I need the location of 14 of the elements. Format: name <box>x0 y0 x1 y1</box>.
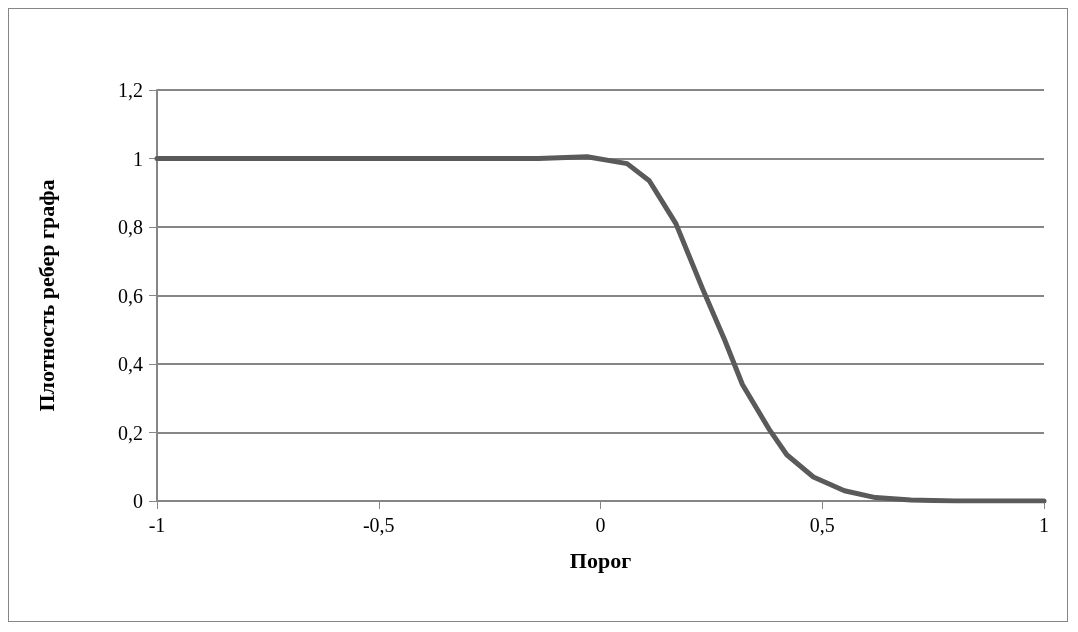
y-tick-label: 0 <box>133 490 143 512</box>
y-axis-title: Плотность ребер графа <box>33 179 59 412</box>
x-tick-label: -1 <box>148 514 166 536</box>
x-tick-label: 0,5 <box>809 514 835 536</box>
y-tick-label: 0,4 <box>118 353 143 375</box>
x-tick-label: 0 <box>595 514 606 536</box>
x-tick-label: 1 <box>1039 514 1049 536</box>
y-tick-label: 0,6 <box>118 284 143 307</box>
x-tick-label: -0,5 <box>362 514 395 536</box>
y-tick-label: 0,8 <box>118 216 143 238</box>
y-tick-label: 1 <box>133 147 143 170</box>
x-axis-title: Порог <box>569 547 632 573</box>
y-tick-label: 0,2 <box>118 421 143 444</box>
y-tick-label: 1,2 <box>118 79 143 101</box>
